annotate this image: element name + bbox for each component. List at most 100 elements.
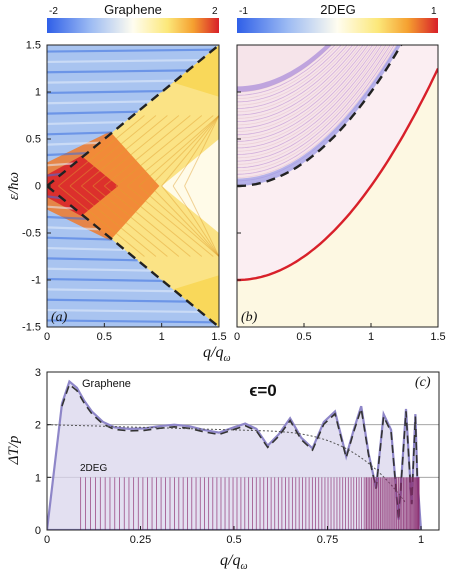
panel-a-cone-stripe	[81, 115, 168, 187]
colorbar-graphene-gradient	[47, 18, 219, 33]
panel-a-xtick-label: 0.5	[97, 331, 112, 343]
colorbar-graphene: -2 Graphene 2	[47, 2, 219, 33]
panel-a-stripe-lower	[47, 298, 189, 303]
panel-b-parabola-stripe	[237, 45, 351, 113]
panel-a-cone-stripe	[58, 185, 145, 257]
panel-b-label: (b)	[241, 310, 258, 325]
panel-a-stripe-lower	[47, 319, 214, 324]
panel-c-plot	[47, 379, 439, 530]
panel-a-xlabel: q/qω	[203, 344, 231, 364]
panel-a-stripe-upper	[47, 172, 63, 177]
panel-a-cone-stripe	[58, 115, 145, 187]
panel-b-xtick-label: 0	[234, 331, 240, 343]
panel-b-xtick-label: 0.5	[296, 331, 311, 343]
panel-b-parabola-stripe	[237, 45, 342, 103]
panel-c-xtick-label: 1	[418, 534, 424, 546]
panel-a-stripe-lower	[47, 205, 75, 210]
panel-a-stripe-lower	[47, 246, 125, 252]
panel-a-cone-stripe	[184, 185, 219, 257]
panel-a-cone-stripe	[149, 115, 219, 187]
panel-a-stripe-upper	[47, 69, 189, 74]
panel-b-parabola-stripe	[237, 45, 387, 162]
panel-c-xtick-label: 0	[44, 534, 50, 546]
colorbar-graphene-max: 2	[212, 6, 218, 17]
panel-a-stripe-lower	[47, 195, 63, 200]
panel-b-parabola-stripe	[237, 45, 378, 149]
panel-b-boundary-curve	[237, 45, 403, 188]
panel-a-stripe-upper	[47, 58, 201, 64]
panel-a-axes: -1.5 -1 -0.5 0 0.5 1 1.5 0 0.5 1 1.5	[22, 40, 227, 344]
colorbar-graphene-title: Graphene	[104, 2, 162, 17]
panel-a-ytick-label: 1.5	[26, 40, 41, 52]
panel-a-ytick-label: -1	[31, 275, 41, 287]
colorbar-graphene-min: -2	[49, 6, 58, 17]
panel-b-parabola-stripe	[237, 45, 336, 96]
panel-a-stripe-upper	[47, 79, 176, 84]
panel-b-axes: 0 0.5 1 1.5	[234, 44, 446, 343]
panel-a-cone-stripe	[104, 115, 191, 187]
panel-a-cone-stripe	[149, 185, 219, 257]
panel-a-cone-stripe	[172, 185, 219, 257]
colorbar-2deg: -1 2DEG 1	[237, 2, 438, 33]
panel-a-cone-stripe	[126, 115, 214, 187]
panel-a-cone-stripe	[138, 185, 219, 257]
panel-a-stripe-lower	[47, 215, 88, 220]
panel-b-parabola-stripe	[237, 45, 393, 172]
panel-a-ytick-label: 0	[35, 181, 41, 193]
panel-b-parabola-stripe	[237, 45, 383, 155]
panel-c-title: ϵ=0	[249, 381, 277, 400]
panel-a-stripe-upper	[47, 152, 88, 157]
panel-a-ytick-label: 0.5	[26, 134, 41, 146]
panel-b-parabola-stripe	[237, 45, 369, 136]
panel-a-ylabel: ε/ħω	[6, 172, 22, 200]
panel-b-parabola-stripe	[237, 45, 339, 99]
panel-a: -1.5 -1 -0.5 0 0.5 1 1.5 0 0.5 1 1.5 (a) ε/ħω	[6, 39, 227, 344]
panel-a-cone-stripe	[161, 115, 219, 187]
panel-a-stripe-lower	[47, 267, 151, 272]
panel-a-stripe-upper	[47, 48, 214, 53]
colorbar-2deg-gradient	[237, 18, 438, 33]
panel-c-xtick-label: 0.25	[130, 534, 151, 546]
panel-b-parabola-stripe	[237, 45, 366, 132]
panel-a-xtick-label: 1.5	[211, 331, 226, 343]
panel-a-cone-stripe	[115, 185, 203, 257]
panel-a-xtick-label: 0	[44, 331, 50, 343]
panel-a-cone-stripe	[69, 185, 157, 257]
panel-a-stripe-upper	[47, 141, 100, 146]
panel-b-parabola-stripe	[237, 45, 374, 142]
panel-a-cone-stripe	[104, 185, 191, 257]
panel-a-stripe-upper	[47, 100, 151, 105]
panel-c-xlabel: q/qω	[220, 552, 248, 572]
panel-a-ytick-label: 1	[35, 87, 41, 99]
panel-a-label: (a)	[51, 310, 68, 325]
panel-c-ytick-label: 0	[35, 525, 41, 537]
panel-a-stripe-upper	[47, 39, 219, 41]
panel-a-cone-stripe	[184, 115, 219, 187]
panel-c-axes: 0 1 2 3 0 0.25 0.5 0.75 1	[35, 367, 424, 546]
panel-a-stripe-lower	[47, 257, 138, 262]
panel-b-lower-curve	[237, 67, 438, 282]
colorbar-2deg-min: -1	[239, 6, 248, 17]
panel-b-parabola-stripe	[237, 45, 348, 109]
panel-a-cone-stripe	[138, 115, 219, 187]
panel-a-boundary-line	[47, 185, 219, 327]
panel-b: 0 0.5 1 1.5 (b)	[234, 44, 446, 343]
panel-a-cone-stripe	[115, 115, 203, 187]
panel-b-parabola-stripe	[237, 45, 345, 106]
panel-b-xtick-label: 1.5	[430, 331, 445, 343]
panel-a-cone-stripe	[81, 185, 168, 257]
panel-c-ytick-label: 2	[35, 420, 41, 432]
panel-b-parabola-stripe	[237, 45, 397, 178]
panel-b-parabola-stripe	[237, 45, 380, 152]
panel-a-cone-light	[161, 139, 219, 233]
panel-a-heatmap	[47, 39, 219, 327]
panel-b-xtick-label: 1	[368, 331, 374, 343]
panel-a-stripe-upper	[47, 131, 113, 136]
panel-a-cone-stripe	[172, 115, 219, 187]
panel-b-parabola-stripe	[237, 45, 391, 169]
panel-b-parabola-stripe	[237, 45, 364, 129]
panel-a-stripe-lower	[47, 236, 113, 241]
panel-b-parabola-stripe	[237, 45, 359, 122]
